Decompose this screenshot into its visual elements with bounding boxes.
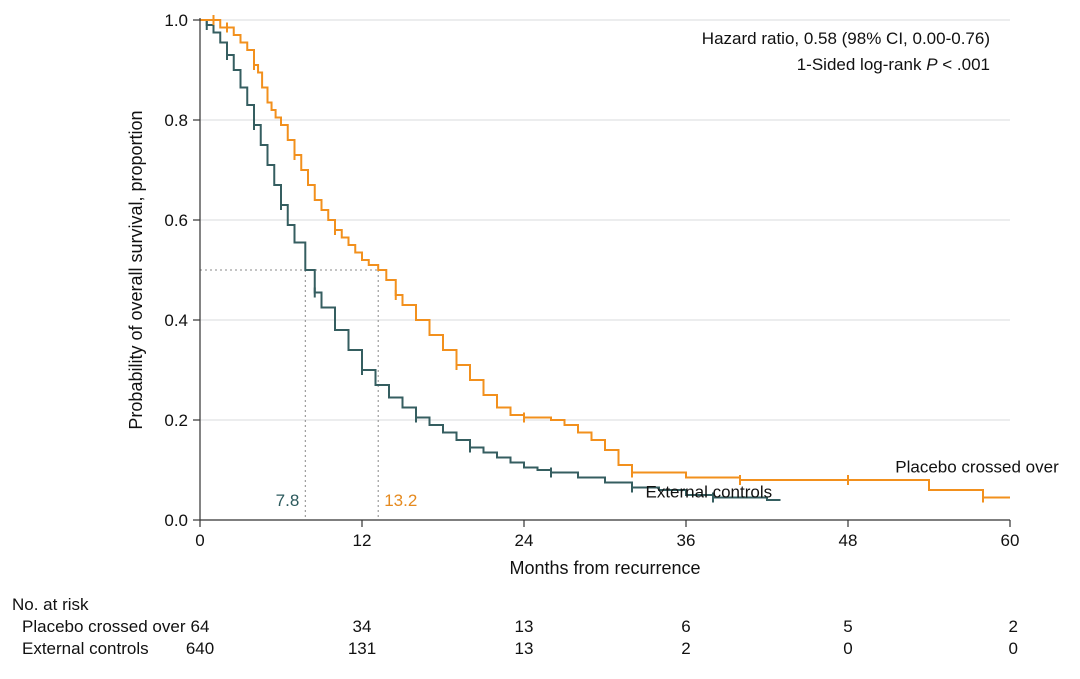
risk-value: 640 bbox=[186, 639, 214, 658]
x-tick-label: 36 bbox=[677, 531, 696, 550]
risk-value: 131 bbox=[348, 639, 376, 658]
risk-value: 6 bbox=[681, 617, 690, 636]
y-axis-title: Probability of overall survival, proport… bbox=[126, 110, 146, 429]
km-curve-placebo bbox=[200, 20, 1010, 498]
y-tick-label: 0.6 bbox=[164, 211, 188, 230]
km-curve-controls bbox=[200, 20, 781, 500]
risk-value: 2 bbox=[1009, 617, 1018, 636]
x-tick-label: 24 bbox=[515, 531, 534, 550]
risk-value: 13 bbox=[515, 639, 534, 658]
series-label-placebo: Placebo crossed over bbox=[895, 458, 1059, 477]
risk-row-label: External controls bbox=[22, 639, 149, 658]
y-tick-label: 0.0 bbox=[164, 511, 188, 530]
x-tick-label: 12 bbox=[353, 531, 372, 550]
series-label-controls: External controls bbox=[646, 483, 773, 502]
logrank-text: 1-Sided log-rank P < .001 bbox=[797, 55, 990, 74]
risk-value: 2 bbox=[681, 639, 690, 658]
risk-value: 64 bbox=[191, 617, 210, 636]
risk-value: 0 bbox=[843, 639, 852, 658]
risk-value: 5 bbox=[843, 617, 852, 636]
y-tick-label: 1.0 bbox=[164, 11, 188, 30]
risk-table-title: No. at risk bbox=[12, 595, 89, 614]
risk-value: 13 bbox=[515, 617, 534, 636]
x-tick-label: 0 bbox=[195, 531, 204, 550]
median-label-controls: 7.8 bbox=[276, 491, 300, 510]
x-axis-title: Months from recurrence bbox=[509, 558, 700, 578]
risk-value: 0 bbox=[1009, 639, 1018, 658]
risk-row-label: Placebo crossed over bbox=[22, 617, 186, 636]
x-tick-label: 60 bbox=[1001, 531, 1020, 550]
y-tick-label: 0.8 bbox=[164, 111, 188, 130]
risk-value: 34 bbox=[353, 617, 372, 636]
hazard-ratio-text: Hazard ratio, 0.58 (98% CI, 0.00-0.76) bbox=[702, 29, 990, 48]
y-tick-label: 0.2 bbox=[164, 411, 188, 430]
x-tick-label: 48 bbox=[839, 531, 858, 550]
median-label-placebo: 13.2 bbox=[384, 491, 417, 510]
km-survival-chart: 0.00.20.40.60.81.001224364860Months from… bbox=[0, 0, 1080, 679]
y-tick-label: 0.4 bbox=[164, 311, 188, 330]
